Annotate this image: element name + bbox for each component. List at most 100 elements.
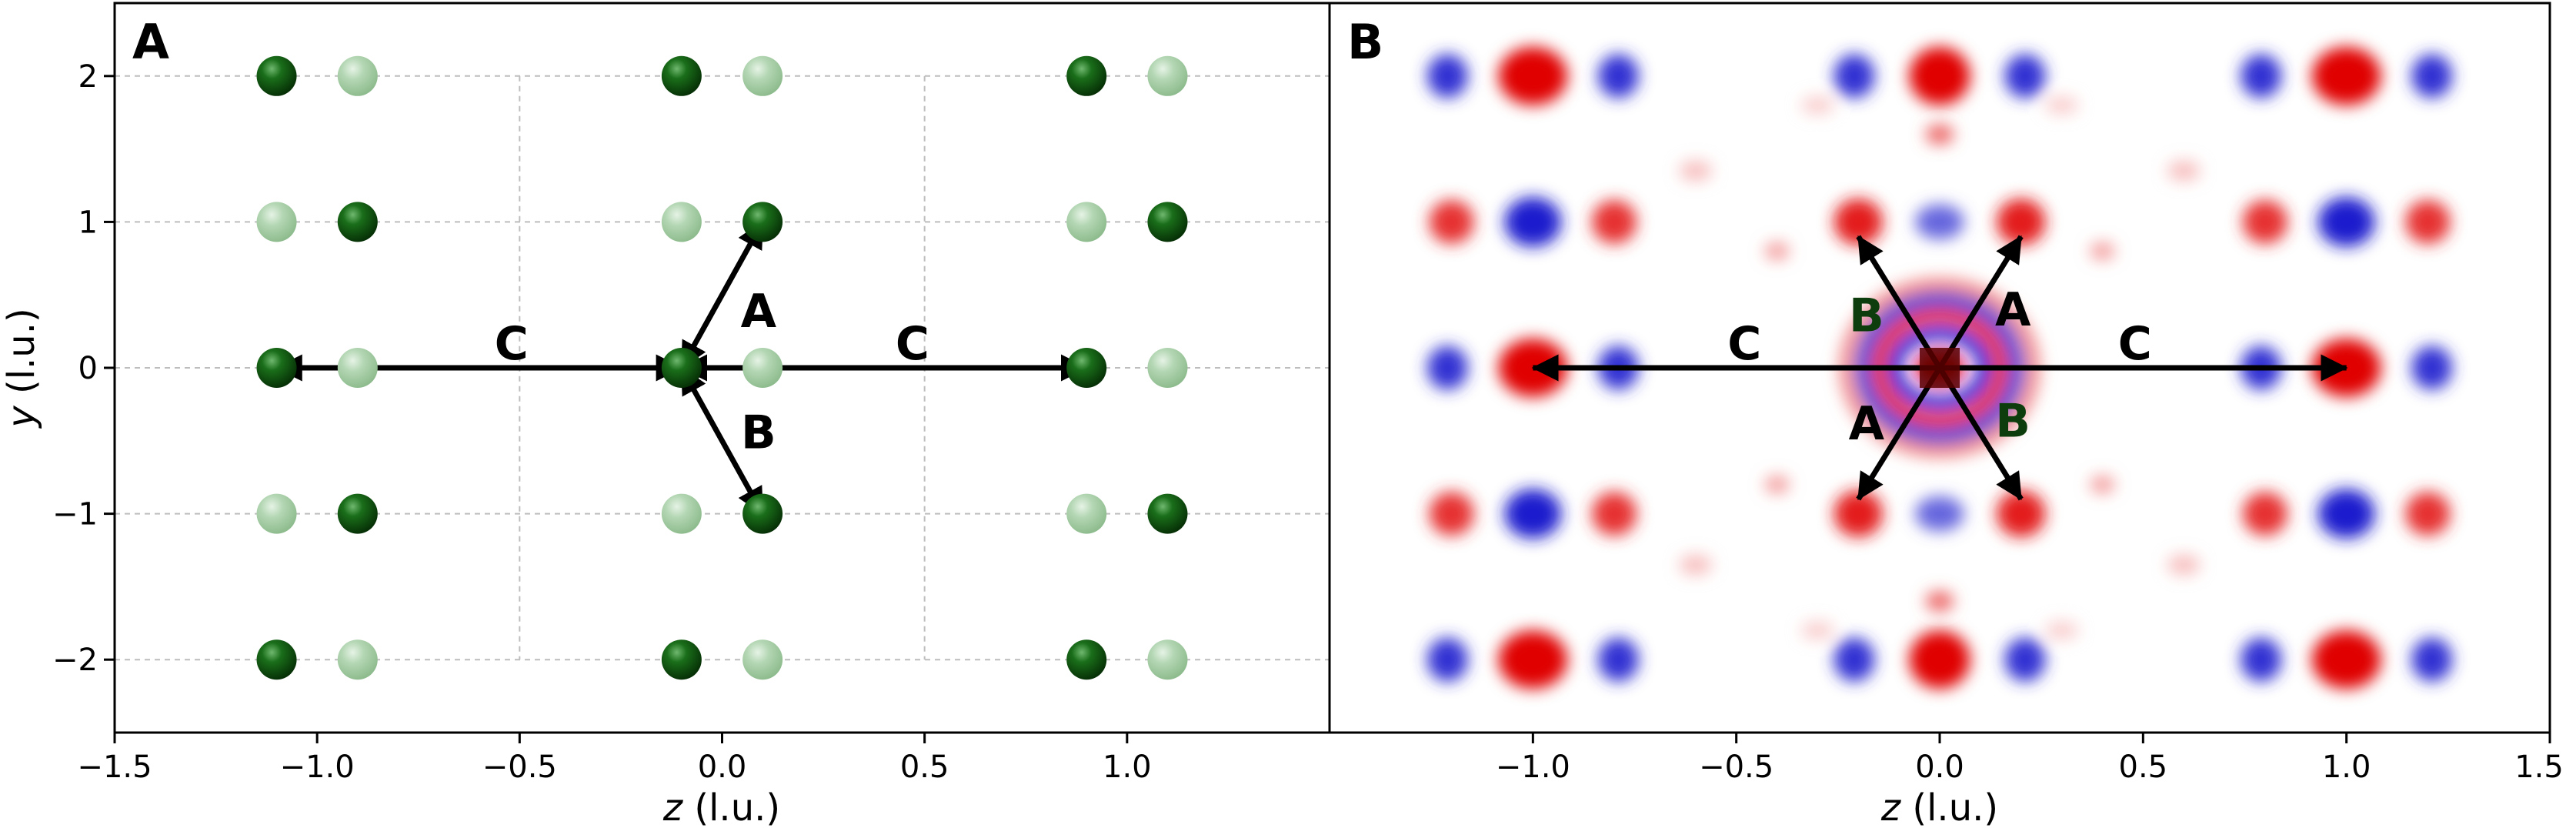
panel-b-arrow-b: [1856, 235, 1942, 369]
panel-b-arrow-label-a: A: [1995, 283, 2031, 337]
panel-b-blob-positive: [1591, 199, 1637, 244]
panel-b-arrow-label-c: C: [2118, 317, 2152, 371]
panel-b-blob-positive: [2311, 630, 2381, 689]
panel-a-atom-light: [742, 348, 783, 388]
panel-a-atom-dark: [1066, 639, 1107, 680]
panel-b-arrow-a: [1856, 366, 1942, 501]
panel-b-blob-negative: [1597, 54, 1639, 98]
panel-b-blob-positive: [2045, 621, 2078, 639]
panel-b-blob-positive: [2167, 554, 2201, 576]
panel-a-atom-dark: [661, 348, 702, 388]
panel-a-ticks: −1.5 −1.0 −0.5 0.0 0.5 1.0 −2 −1 0 1 2: [52, 59, 1152, 785]
panel-b-blob-positive: [1925, 124, 1954, 145]
panel-b-blob-negative: [2411, 637, 2453, 682]
panel-b-blob-positive: [1997, 199, 2046, 245]
panel-a-arrow-labels: C C A B: [495, 285, 929, 459]
panel-a-atom-light: [661, 202, 702, 242]
panel-a-atom-dark: [661, 639, 702, 680]
panel-b-blob-positive: [1429, 199, 1474, 244]
panel-a-atom-light: [337, 348, 378, 388]
panel-a-y-axis-unit: (l.u.): [0, 308, 43, 406]
panel-b-blob-positive: [1801, 621, 1834, 639]
panel-b-blob-negative: [1426, 346, 1468, 390]
panel-b-x-tick-label: −1.0: [1496, 750, 1570, 785]
panel-b-blob-positive: [1834, 199, 1883, 245]
panel-a-atom-light: [337, 639, 378, 680]
panel-a-atom-dark: [1066, 55, 1107, 96]
panel-b-blob-positive: [2242, 492, 2288, 536]
panel-b-blob-positive: [1801, 96, 1834, 115]
panel-a-y-tick-label: 0: [78, 351, 98, 386]
panel-a-y-axis-label: y (l.u.): [0, 308, 43, 429]
panel-b-x-tick-label: 1.0: [2322, 750, 2371, 785]
panel-b-arrow-label-b: B: [1995, 394, 2030, 448]
panel-b-blob-positive: [1909, 46, 1970, 105]
panel-b-center-marker: [1920, 348, 1960, 388]
panel-b-x-axis-label: z (l.u.): [1880, 786, 1998, 828]
panel-b-blob-positive: [2405, 492, 2451, 536]
panel-b-blob-positive: [1834, 490, 1883, 537]
panel-a-atom-dark: [256, 639, 297, 680]
panel-b-blob-negative: [2411, 54, 2453, 98]
panel-a: −1.5 −1.0 −0.5 0.0 0.5 1.0 −2 −1 0 1 2 C C A B A z (l…: [0, 2, 1331, 828]
panel-b-blob-positive: [2405, 199, 2451, 244]
panel-a-arrow-b: [679, 366, 766, 516]
panel-b-blob-negative: [2317, 489, 2375, 539]
panel-b-blob-positive: [1925, 591, 1954, 612]
panel-a-x-tick-label: 1.0: [1103, 750, 1152, 785]
panel-b-blob-positive: [1909, 630, 1970, 689]
panel-b-blob-negative: [1597, 637, 1639, 682]
panel-b-blob-negative: [1915, 204, 1964, 240]
panel-a-atom-dark: [337, 493, 378, 534]
panel-b-x-tick-label: 1.5: [2514, 750, 2564, 785]
panel-a-atom-dark: [1147, 202, 1188, 242]
panel-b-x-axis-unit: (l.u.): [1900, 786, 1998, 828]
panel-b-blob-negative: [2241, 637, 2282, 682]
panel-a-y-tick-label: −1: [52, 497, 98, 533]
panel-a-atoms: [256, 55, 1188, 680]
panel-a-y-tick-label: 1: [78, 205, 98, 240]
panel-b-blob-positive: [1429, 492, 1474, 536]
panel-b-arrow-label-b: B: [1849, 289, 1884, 343]
panel-a-y-axis-var: y: [0, 406, 43, 429]
panel-b-blob-negative: [2411, 346, 2453, 390]
panel-a-atom-light: [1147, 55, 1188, 96]
panel-a-x-tick-label: 0.5: [900, 750, 949, 785]
panel-a-atom-light: [1066, 202, 1107, 242]
panel-b-blob-positive: [1591, 492, 1637, 536]
panel-b-arrow-label-c: C: [1727, 317, 1761, 371]
panel-b-blob-positive: [2090, 476, 2115, 494]
panel-a-arrow-label-c: C: [896, 317, 929, 371]
panel-b-blob-negative: [1426, 637, 1468, 682]
panel-b-blob-negative: [1915, 496, 1964, 532]
panel-a-atom-dark: [661, 55, 702, 96]
panel-b-arrows: [1531, 235, 2348, 501]
panel-b-blob-negative: [1834, 637, 1875, 682]
panel-b-frame: [1328, 2, 2551, 734]
panel-b-blob-negative: [1426, 54, 1468, 98]
panel-a-x-tick-label: −0.5: [482, 750, 557, 785]
panel-a-atom-light: [742, 55, 783, 96]
panel-b-blob-negative: [2004, 54, 2046, 98]
panel-b-blob-positive: [2045, 96, 2078, 115]
panel-b-ticks: −1.0 −0.5 0.0 0.5 1.0 1.5: [1496, 733, 2564, 785]
panel-b-blob-negative: [1504, 197, 1562, 247]
panel-b-blob-positive: [1764, 242, 1790, 260]
panel-b-blob-positive: [1764, 476, 1790, 494]
panel-a-x-tick-label: 0.0: [698, 750, 747, 785]
panel-a-arrow-label-c: C: [495, 317, 529, 371]
panel-b-arrow-b: [1937, 366, 2024, 501]
panel-a-atom-light: [742, 639, 783, 680]
panel-b-blob-positive: [2242, 199, 2288, 244]
panel-a-atom-dark: [256, 348, 297, 388]
panel-b-blob-negative: [2241, 54, 2282, 98]
panel-a-atom-dark: [256, 55, 297, 96]
panel-a-y-tick-label: −2: [52, 643, 98, 678]
panel-a-x-tick-label: −1.0: [280, 750, 355, 785]
panel-a-x-axis-label: z (l.u.): [662, 786, 780, 828]
panel-b-blob-negative: [1834, 54, 1875, 98]
panel-b-blob-negative: [1504, 489, 1562, 539]
